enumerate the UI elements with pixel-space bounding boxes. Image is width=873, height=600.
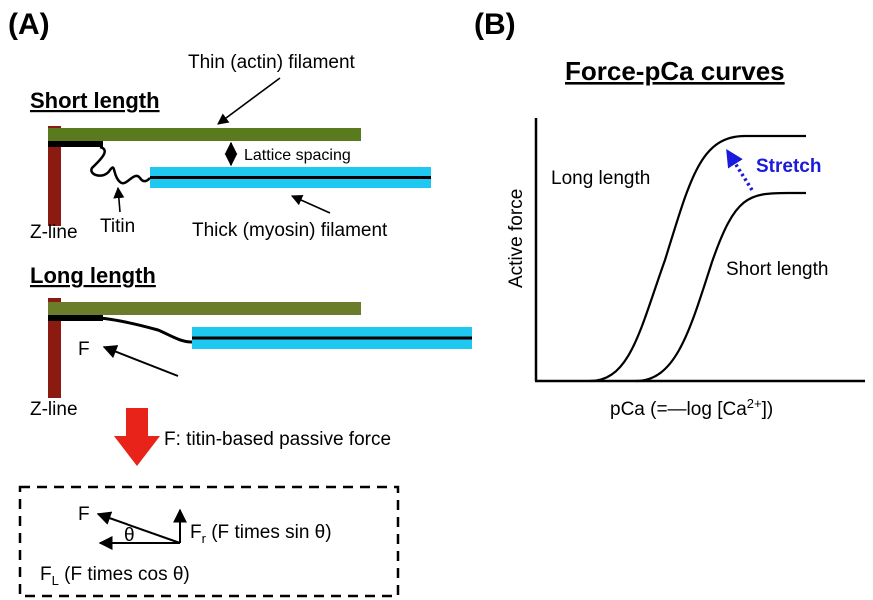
y-axis-label: Active force <box>506 189 527 288</box>
fr-label: Fr (F times sin θ) <box>190 522 332 546</box>
panel-a-label: (A) <box>8 8 50 41</box>
titin-spring-short <box>90 145 151 185</box>
box-force-symbol: F <box>78 504 90 525</box>
red-down-arrow-icon <box>114 408 160 466</box>
theta-symbol: θ <box>124 525 135 546</box>
actin-filament-long <box>48 302 361 315</box>
thick-filament-pointer <box>290 195 331 214</box>
fl-label: FL (F times cos θ) <box>40 564 190 588</box>
dotted-stretch-arrow-icon <box>726 149 754 191</box>
thin-filament-label: Thin (actin) filament <box>188 52 356 73</box>
force-decomposition-box <box>18 485 400 598</box>
titin-anchor-short <box>48 141 103 147</box>
lattice-spacing-label: Lattice spacing <box>244 147 351 164</box>
force-pca-title: Force-pCa curves <box>565 56 785 86</box>
z-line-short <box>48 126 61 226</box>
panel-b-label: (B) <box>474 8 516 41</box>
thin-filament-pointer <box>217 77 281 125</box>
stretch-label: Stretch <box>756 156 821 177</box>
z-line-long-label: Z-line <box>30 399 78 420</box>
actin-filament-short <box>48 128 361 141</box>
titin-pointer <box>113 186 125 213</box>
resultant-force-arrow <box>96 511 181 544</box>
force-symbol-long: F <box>78 339 90 360</box>
z-line-short-label: Z-line <box>30 222 78 243</box>
thick-filament-label: Thick (myosin) filament <box>192 220 388 241</box>
short-length-label: Short length <box>726 259 828 280</box>
titin-stretched-long <box>99 316 193 344</box>
short-length-heading: Short length <box>30 88 160 113</box>
x-axis-label: pCa (=—log [Ca2+]) <box>610 396 773 420</box>
passive-force-arrow <box>102 345 179 377</box>
z-line-long <box>48 298 61 398</box>
long-length-heading: Long length <box>30 263 156 288</box>
titin-anchor-long <box>48 315 103 321</box>
short-length-curve <box>635 191 806 383</box>
passive-force-caption: F: titin-based passive force <box>164 429 391 450</box>
titin-label: Titin <box>100 216 135 237</box>
long-length-label: Long length <box>551 168 650 189</box>
long-length-curve <box>589 134 806 383</box>
